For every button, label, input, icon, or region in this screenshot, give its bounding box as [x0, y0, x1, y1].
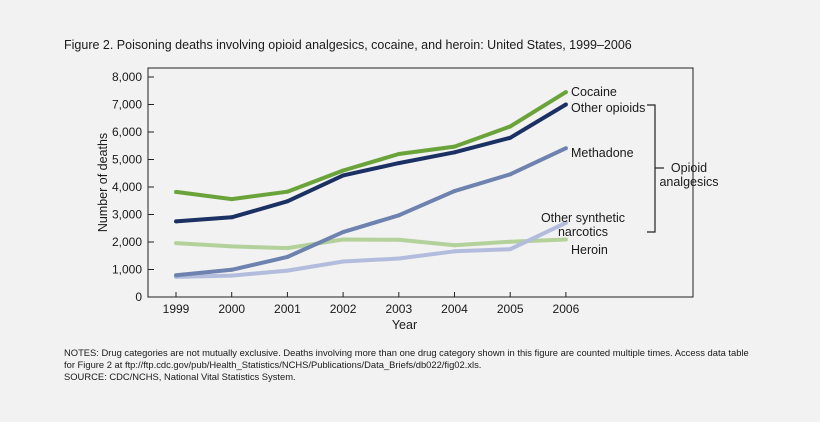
data-point: [396, 213, 401, 218]
y-tick-label: 7,000: [112, 98, 142, 112]
plot-frame: [147, 67, 694, 298]
data-point: [285, 268, 290, 273]
series-labels: Heroin Other synthetic narcotics Methadone O…: [541, 85, 719, 257]
series-label: Other opioids: [571, 101, 645, 115]
series-layer: [174, 90, 568, 279]
data-point: [452, 243, 457, 248]
data-point: [452, 189, 457, 194]
data-point: [174, 241, 178, 246]
x-tick-label: 2002: [330, 302, 357, 316]
x-tick-label: 2006: [553, 302, 580, 316]
data-point: [174, 273, 178, 278]
data-point: [174, 219, 178, 224]
x-tick-label: 2001: [274, 302, 301, 316]
chart-title: Figure 2. Poisoning deaths involving opi…: [64, 38, 632, 52]
data-point: [563, 102, 568, 107]
series-label-line: Methadone: [571, 146, 634, 160]
data-point: [508, 247, 513, 252]
y-tick-label: 5,000: [112, 153, 142, 167]
y-tick-label: 1,000: [112, 263, 142, 277]
bracket: [647, 104, 656, 233]
series-label-line: Cocaine: [571, 85, 617, 99]
data-point: [341, 259, 346, 264]
source-text: SOURCE: CDC/NCHS, National Vital Statist…: [64, 371, 296, 382]
axes: 0 1,000 2,000 3,000 4,000 5,000 6,000 7,000 8,00…: [96, 67, 694, 332]
data-point: [396, 152, 401, 156]
notes-text: NOTES: Drug categories are not mutually …: [64, 347, 749, 370]
series-label-line: Other synthetic: [541, 211, 625, 225]
data-point: [452, 144, 457, 149]
data-point: [508, 239, 513, 244]
data-point: [508, 135, 513, 140]
series-label: Other synthetic narcotics: [541, 211, 625, 239]
x-tick-label: 1999: [163, 302, 190, 316]
data-point: [396, 161, 401, 166]
x-tick-label: 2004: [441, 302, 468, 316]
data-point: [563, 90, 568, 95]
bracket-label-line: Opioid: [671, 161, 707, 175]
data-point: [563, 146, 568, 151]
data-point: [341, 168, 346, 173]
series-line: [175, 220, 567, 279]
x-tick-label: 2000: [218, 302, 245, 316]
data-point: [174, 189, 178, 194]
series-label: Cocaine: [571, 85, 617, 99]
data-point: [563, 237, 568, 242]
data-point: [341, 230, 346, 235]
series-line: [175, 146, 567, 278]
x-tick-label: 2005: [497, 302, 524, 316]
data-point: [229, 267, 234, 272]
series-line: [175, 102, 567, 224]
data-point: [229, 197, 234, 202]
series-label: Heroin: [571, 243, 608, 257]
x-tick-label: 2003: [385, 302, 412, 316]
series-label-line: narcotics: [558, 225, 608, 239]
y-tick-label: 6,000: [112, 125, 142, 139]
series-label: Methadone: [571, 146, 634, 160]
data-point: [508, 172, 513, 177]
data-point: [508, 124, 513, 129]
bracket-label: Opioid analgesics: [659, 161, 718, 189]
series-line: [175, 237, 566, 251]
data-point: [285, 189, 290, 194]
y-tick-label: 2,000: [112, 235, 142, 249]
data-point: [341, 237, 346, 242]
data-point: [563, 220, 568, 225]
data-point: [341, 173, 346, 178]
data-point: [285, 199, 290, 204]
y-tick-label: 0: [135, 290, 142, 304]
data-point: [396, 237, 401, 242]
data-point: [285, 246, 290, 251]
data-point: [229, 215, 234, 220]
data-point: [452, 150, 457, 155]
y-tick-label: 8,000: [112, 70, 142, 84]
data-point: [452, 249, 457, 254]
bracket-label-line: analgesics: [659, 175, 718, 189]
data-point: [285, 254, 290, 259]
series-line: [175, 90, 567, 202]
data-point: [229, 273, 234, 278]
figure-notes: NOTES: Drug categories are not mutually …: [64, 347, 754, 383]
y-tick-label: 4,000: [112, 180, 142, 194]
y-axis-title: Number of deaths: [96, 133, 110, 232]
y-tick-label: 3,000: [112, 208, 142, 222]
data-point: [229, 244, 234, 249]
series-label-line: Other opioids: [571, 101, 645, 115]
data-point: [396, 256, 401, 261]
series-label-line: Heroin: [571, 243, 608, 257]
x-axis-title: Year: [392, 318, 417, 332]
